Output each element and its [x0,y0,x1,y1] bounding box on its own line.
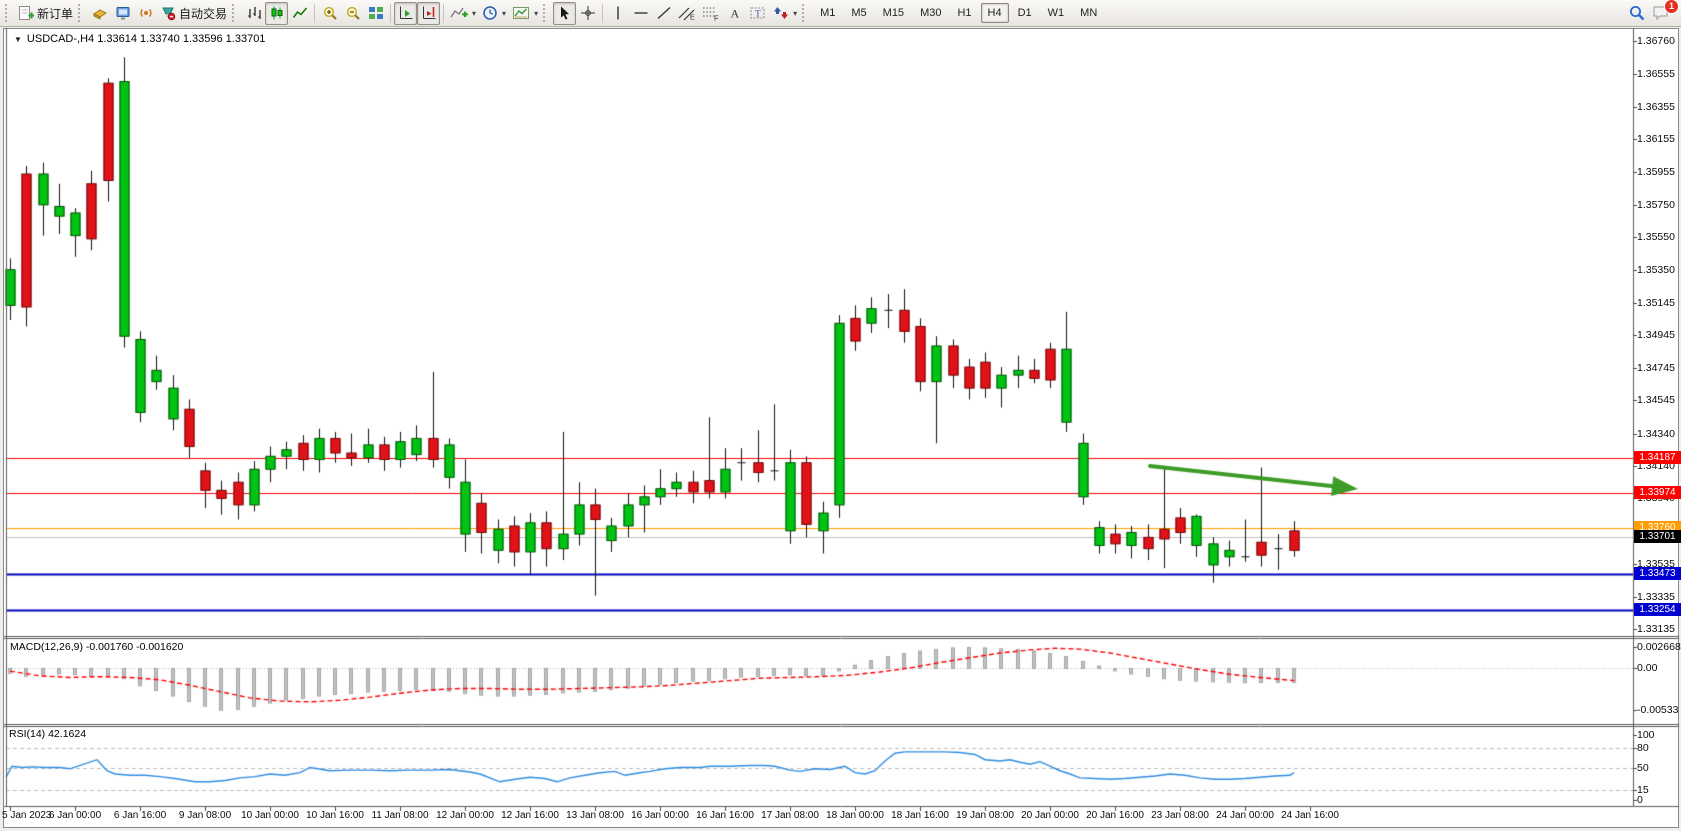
tf-m5-button[interactable]: M5 [851,7,867,19]
tf-mn-button[interactable]: MN [1080,7,1098,19]
chart-title: ▼ USDCAD-,H4 1.33614 1.33740 1.33596 1.3… [14,33,265,45]
crosshair-icon [580,5,596,21]
tf-h1-button[interactable]: H1 [957,7,972,19]
toolbar-separator [443,3,445,23]
auto-trading-icon [160,5,176,21]
tile-windows-icon [368,5,384,21]
periods-clock-icon [482,5,498,21]
candlestick-chart-button[interactable] [265,1,289,25]
chart-shift-icon [421,5,437,21]
fibonacci-icon: F [702,5,720,21]
tf-h4-button[interactable]: H4 [980,3,1009,23]
tf-w1-button[interactable]: W1 [1047,7,1065,19]
cursor-button[interactable] [553,1,577,25]
zoom-out-icon [345,5,361,21]
dropdown-caret-icon: ▾ [534,8,539,18]
chart-title-text: USDCAD-,H4 1.33614 1.33740 1.33596 1.337… [26,33,266,45]
zoom-in-button[interactable] [318,2,341,25]
auto-trading-label: 自动交易 [179,6,228,21]
templates-button[interactable]: ▾ [509,2,541,25]
notifications-button[interactable]: 1 [1652,0,1679,22]
market-watch-icon [92,5,108,21]
trendline-icon [656,5,672,21]
toolbar-grip[interactable] [232,4,238,22]
toolbar-grip[interactable] [802,4,808,22]
zoom-in-icon [322,5,338,21]
horizontal-line-icon [633,5,649,21]
tile-windows-button[interactable] [364,2,387,25]
bar-chart-icon [246,5,262,21]
signals-button[interactable] [134,2,157,25]
new-order-button[interactable]: 新订单 [15,2,76,25]
terminal-icon [115,5,131,21]
svg-text:F: F [714,14,719,22]
bar-chart-button[interactable] [242,2,265,25]
text-a-icon: A [728,5,742,21]
periods-button[interactable]: ▾ [479,2,509,25]
search-button[interactable] [1628,4,1646,22]
svg-text:E: E [690,15,695,22]
arrows-button[interactable]: ▾ [770,2,800,25]
channel-button[interactable]: E [675,2,699,25]
text-label-icon: T [749,5,767,21]
chart-shift-button[interactable] [417,1,441,25]
toolbar-grip[interactable] [5,4,11,22]
dropdown-caret-icon: ▾ [793,8,798,18]
toolbar-grip[interactable] [78,4,84,22]
line-chart-button[interactable] [288,2,311,25]
crosshair-button[interactable] [576,2,599,25]
new-order-icon [18,5,34,21]
signals-icon [138,5,154,21]
indicators-icon [450,5,468,21]
vertical-line-icon [610,5,626,21]
arrows-shapes-icon [773,5,789,21]
toolbar-grip[interactable] [543,4,549,22]
text-label-button[interactable]: T [746,2,770,25]
terminal-button[interactable] [111,2,134,25]
toolbar-separator [390,3,392,23]
candlestick-chart-icon [269,5,285,21]
collapse-triangle-icon: ▼ [14,34,22,44]
main-toolbar: 新订单 自动交易 ▾ ▾ ▾ E F [0,0,1681,27]
toolbar-separator [602,3,604,23]
dropdown-caret-icon: ▾ [502,8,507,18]
horizontal-line-button[interactable] [629,2,652,25]
indicators-button[interactable]: ▾ [447,2,479,25]
fibonacci-button[interactable]: F [699,2,723,25]
dropdown-caret-icon: ▾ [472,8,477,18]
zoom-out-button[interactable] [341,2,364,25]
text-button[interactable]: A [723,2,746,25]
notification-badge: 1 [1664,0,1679,14]
auto-trading-button[interactable]: 自动交易 [157,2,230,25]
svg-text:A: A [730,7,739,21]
new-order-label: 新订单 [37,6,74,21]
auto-scroll-icon [398,5,414,21]
cursor-icon [557,5,573,21]
auto-scroll-button[interactable] [394,1,418,25]
market-watch-button[interactable] [88,2,111,25]
tf-m15-button[interactable]: M15 [882,7,905,19]
tf-m1-button[interactable]: M1 [820,7,836,19]
channel-icon: E [678,5,696,21]
toolbar-separator [314,3,316,23]
svg-text:T: T [755,10,761,20]
templates-icon [512,5,530,21]
macd-label: MACD(12,26,9) -0.001760 -0.001620 [10,641,184,653]
tf-d1-button[interactable]: D1 [1017,7,1032,19]
line-chart-icon [292,5,308,21]
vertical-line-button[interactable] [606,2,629,25]
rsi-label: RSI(14) 42.1624 [9,728,87,740]
tf-m30-button[interactable]: M30 [920,7,942,19]
trendline-button[interactable] [652,2,675,25]
